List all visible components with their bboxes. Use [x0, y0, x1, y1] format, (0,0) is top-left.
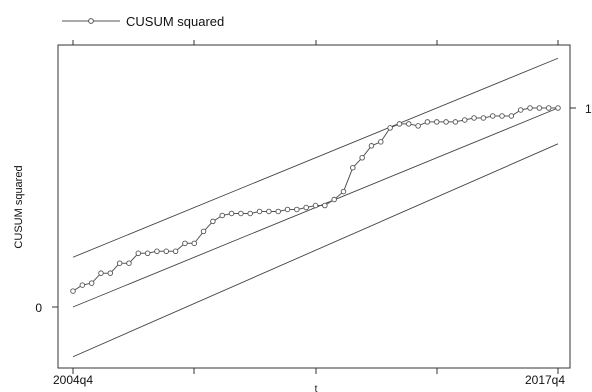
- data-point: [144, 250, 151, 257]
- data-point: [228, 210, 235, 217]
- series-group: [70, 105, 561, 294]
- data-point: [312, 202, 319, 209]
- data-point: [70, 288, 76, 294]
- data-point: [406, 121, 412, 127]
- y-tick-label-right: 1: [585, 102, 592, 116]
- data-point: [527, 105, 533, 111]
- data-point: [238, 210, 244, 217]
- data-point: [210, 218, 216, 225]
- data-point: [266, 208, 272, 215]
- data-point: [247, 210, 253, 217]
- data-point: [135, 250, 142, 257]
- reference-line-upper: [72, 57, 559, 258]
- x-axis-title: t: [315, 384, 318, 392]
- data-point: [275, 208, 281, 215]
- data-point: [508, 113, 515, 119]
- data-point: [172, 248, 179, 255]
- data-point: [443, 119, 449, 125]
- data-point: [163, 248, 170, 255]
- legend: CUSUM squared: [62, 14, 224, 29]
- y-tick-label-left: 0: [35, 301, 42, 315]
- series-line-0: [72, 107, 558, 292]
- x-tick-label-start: 2004q4: [53, 373, 93, 387]
- data-point: [284, 206, 291, 213]
- data-point: [340, 188, 347, 195]
- data-point: [415, 123, 421, 129]
- data-point: [536, 105, 543, 111]
- data-point: [322, 202, 328, 209]
- data-point: [545, 105, 552, 111]
- data-point: [182, 240, 188, 247]
- data-point: [256, 208, 263, 215]
- x-tick-label-end: 2017q4: [525, 373, 565, 387]
- data-point: [461, 117, 468, 123]
- data-point: [480, 115, 487, 121]
- data-point: [359, 154, 365, 161]
- data-point: [555, 105, 561, 111]
- data-point: [517, 107, 524, 113]
- data-point: [350, 164, 356, 171]
- data-point: [471, 115, 477, 121]
- data-point: [378, 139, 384, 145]
- data-point: [107, 270, 114, 276]
- data-point: [88, 280, 95, 286]
- data-point: [219, 212, 225, 219]
- plot-frame: [57, 44, 571, 369]
- data-point: [434, 119, 440, 125]
- data-point: [98, 270, 104, 276]
- legend-marker: [88, 18, 94, 24]
- data-point: [79, 282, 86, 288]
- data-point: [200, 228, 207, 235]
- data-point: [331, 196, 337, 203]
- axis-ticks: [52, 40, 576, 374]
- data-point: [191, 240, 197, 247]
- data-point: [154, 248, 160, 255]
- data-point: [126, 260, 132, 266]
- data-point: [452, 119, 459, 125]
- data-point: [424, 119, 431, 125]
- data-point: [387, 125, 393, 131]
- reference-line-lower: [72, 143, 559, 358]
- data-point: [499, 113, 505, 119]
- data-point: [368, 143, 375, 149]
- legend-label: CUSUM squared: [126, 14, 224, 29]
- data-point: [489, 113, 496, 119]
- data-point: [396, 121, 403, 127]
- data-point: [294, 206, 300, 213]
- data-point: [116, 260, 123, 266]
- data-point: [303, 204, 309, 211]
- y-axis-title: CUSUM squared: [13, 165, 25, 248]
